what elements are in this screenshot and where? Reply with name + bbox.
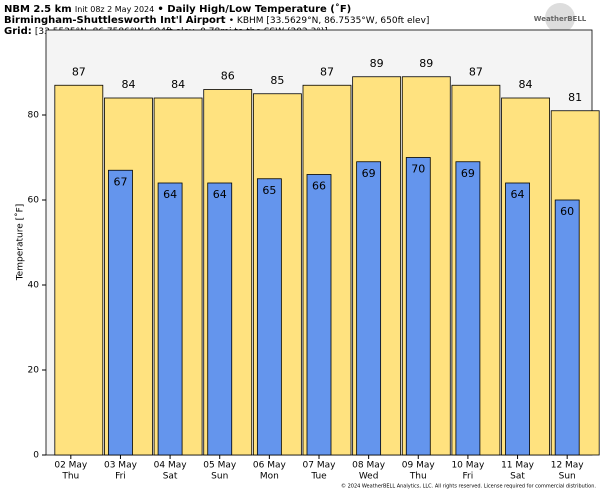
y-tick-label: 80 [28,111,40,121]
value-label: 64 [511,188,525,201]
value-label: 65 [262,184,276,197]
bar [306,174,332,456]
x-tick-label: 02 May [54,461,88,471]
value-label: 87 [72,65,86,78]
bar [554,199,580,456]
value-label: 70 [411,163,425,176]
header-line: NBM 2.5 km Init 08z 2 May 2024 • Daily H… [4,3,351,15]
init: Init 08z 2 May 2024 [75,5,154,14]
value-label: 81 [568,91,582,104]
x-tick-sublabel: Tue [310,472,327,482]
x-tick-label: 12 May [551,461,585,471]
y-tick-label: 40 [28,281,40,291]
bar [505,182,530,456]
value-label: 64 [163,188,177,201]
value-label: 64 [213,188,227,201]
x-tick-sublabel: Sun [211,472,228,482]
x-tick-sublabel: Sat [510,472,525,482]
x-tick-label: 05 May [203,461,237,471]
grid-label: Grid: [4,26,32,37]
y-axis-label: Temperature [˚F] [15,204,26,282]
x-tick-sublabel: Wed [359,472,379,482]
bar [356,161,382,456]
bar [108,169,133,456]
x-tick-label: 06 May [253,461,287,471]
bar [455,161,481,456]
x-tick-label: 04 May [154,461,188,471]
bar [157,182,183,456]
model: NBM 2.5 km [4,4,72,15]
logo-icon [545,3,575,33]
value-label: 84 [121,78,135,91]
value-label: 69 [461,167,475,180]
bar [256,178,282,456]
value-label: 89 [419,57,433,70]
x-tick-label: 10 May [451,461,485,471]
logo: WeatherBELL [534,15,587,23]
x-tick-sublabel: Mon [260,472,279,482]
value-label: 66 [312,180,326,193]
y-tick-label: 60 [28,196,40,206]
bar [54,84,104,456]
x-tick-sublabel: Thu [61,472,79,482]
value-label: 84 [519,78,533,91]
x-tick-label: 07 May [303,461,337,471]
footer: © 2024 WeatherBELL Analytics, LLC. All r… [341,483,596,490]
x-tick-label: 03 May [104,461,138,471]
x-tick-sublabel: Fri [463,472,474,482]
x-tick-label: 09 May [402,461,436,471]
x-tick-label: 11 May [501,461,535,471]
x-tick-sublabel: Sat [163,472,178,482]
value-label: 85 [270,74,284,87]
value-label: 67 [113,175,127,188]
x-tick-sublabel: Sun [559,472,576,482]
station-info: • KBHM [33.5629°N, 86.7535°W, 650ft elev… [229,16,430,26]
chart-title: • Daily High/Low Temperature (˚F) [157,3,351,15]
bar [405,157,431,456]
value-label: 60 [560,205,574,218]
value-label: 84 [171,78,185,91]
value-label: 69 [362,167,376,180]
x-tick-sublabel: Thu [409,472,427,482]
header-line: Birmingham-Shuttlesworth Int'l Airport •… [4,15,429,26]
x-tick-label: 08 May [352,461,386,471]
bar [207,182,233,456]
value-label: 86 [221,70,235,83]
y-tick-label: 20 [28,366,40,376]
y-tick-label: 0 [33,451,39,461]
value-label: 87 [320,65,334,78]
station: Birmingham-Shuttlesworth Int'l Airport [4,15,226,26]
x-tick-sublabel: Fri [115,472,126,482]
value-label: 89 [370,57,384,70]
value-label: 87 [469,65,483,78]
